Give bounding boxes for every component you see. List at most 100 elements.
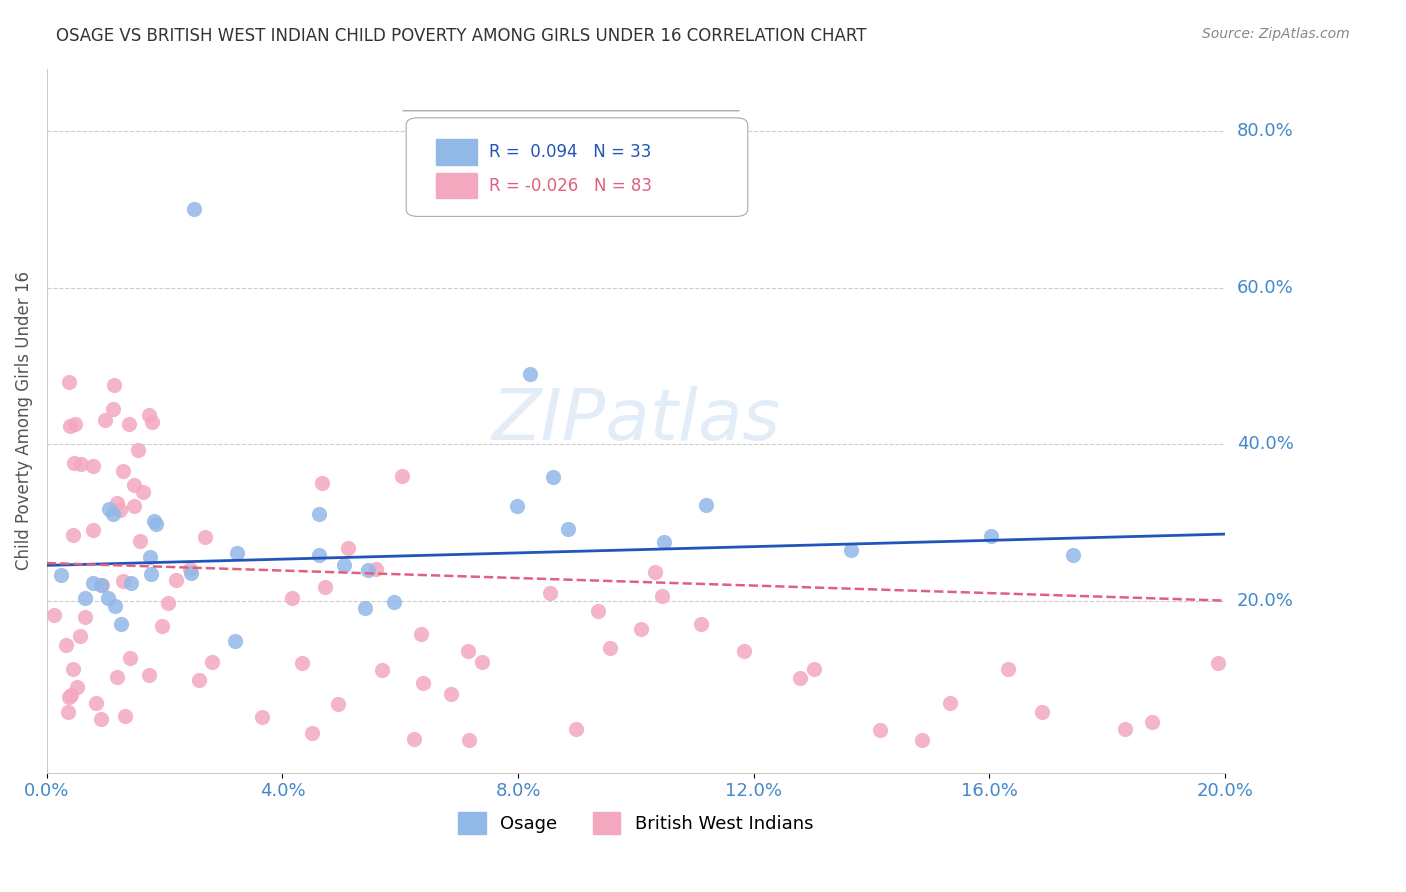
Point — [1206, 656, 1229, 670]
Point — [250, 710, 273, 724]
Point — [869, 723, 891, 738]
Text: OSAGE VS BRITISH WEST INDIAN CHILD POVERTY AMONG GIRLS UNDER 16 CORRELATION CHAR: OSAGE VS BRITISH WEST INDIAN CHILD POVER… — [56, 27, 866, 45]
Point — [409, 627, 432, 641]
Point — [104, 599, 127, 614]
Point — [337, 541, 360, 555]
Point — [94, 413, 117, 427]
Point — [42, 607, 65, 622]
Point — [939, 696, 962, 710]
Point — [111, 464, 134, 478]
Point — [314, 581, 336, 595]
Point — [226, 546, 249, 560]
Point — [103, 377, 125, 392]
Point — [122, 500, 145, 514]
Point — [543, 470, 565, 484]
Point — [90, 577, 112, 591]
Point — [311, 476, 333, 491]
Point — [62, 457, 84, 471]
Point — [652, 534, 675, 549]
Point — [138, 549, 160, 564]
Text: ZIPatlas: ZIPatlas — [491, 386, 780, 455]
Text: 80.0%: 80.0% — [1237, 122, 1294, 140]
Point — [73, 591, 96, 606]
Point — [63, 417, 86, 432]
Point — [382, 594, 405, 608]
Point — [90, 712, 112, 726]
Point — [457, 733, 479, 747]
Point — [839, 543, 862, 558]
Point — [404, 732, 426, 747]
Text: Source: ZipAtlas.com: Source: ZipAtlas.com — [1202, 27, 1350, 41]
Point — [538, 586, 561, 600]
Point — [519, 367, 541, 381]
Point — [201, 655, 224, 669]
Point — [84, 696, 107, 710]
Point — [98, 501, 121, 516]
Point — [506, 500, 529, 514]
Point — [82, 524, 104, 538]
Point — [101, 401, 124, 416]
Point — [180, 566, 202, 580]
Point — [118, 417, 141, 431]
Point — [69, 629, 91, 643]
Point — [105, 670, 128, 684]
Point — [143, 514, 166, 528]
Point — [471, 655, 494, 669]
Point — [911, 733, 934, 747]
Point — [51, 568, 73, 582]
Point — [118, 651, 141, 665]
Point — [1031, 705, 1053, 719]
Point — [138, 408, 160, 422]
Point — [332, 558, 354, 573]
Point — [281, 591, 304, 606]
Point — [440, 687, 463, 701]
Point — [127, 443, 149, 458]
Point — [689, 617, 711, 632]
Point — [97, 591, 120, 605]
Point — [82, 458, 104, 473]
Point — [364, 562, 387, 576]
Point — [997, 662, 1019, 676]
Point — [132, 485, 155, 500]
Point — [110, 502, 132, 516]
Point — [179, 562, 201, 576]
Text: R =  0.094   N = 33: R = 0.094 N = 33 — [489, 143, 651, 161]
Text: R = -0.026   N = 83: R = -0.026 N = 83 — [489, 177, 651, 194]
Point — [789, 671, 811, 685]
Point — [73, 610, 96, 624]
Text: 20.0%: 20.0% — [1237, 591, 1294, 609]
Point — [630, 622, 652, 636]
Point — [165, 573, 187, 587]
Point — [114, 709, 136, 723]
Point — [308, 508, 330, 522]
Point — [58, 376, 80, 390]
Point — [141, 415, 163, 429]
Point — [457, 644, 479, 658]
Point — [55, 638, 77, 652]
Point — [145, 517, 167, 532]
Point — [110, 617, 132, 632]
Point — [141, 567, 163, 582]
Point — [224, 634, 246, 648]
Point — [58, 419, 80, 434]
Point — [357, 563, 380, 577]
Point — [1114, 723, 1136, 737]
Legend: Osage, British West Indians: Osage, British West Indians — [458, 812, 813, 834]
Point — [111, 574, 134, 589]
Y-axis label: Child Poverty Among Girls Under 16: Child Poverty Among Girls Under 16 — [15, 271, 32, 570]
Point — [371, 663, 394, 677]
Point — [62, 662, 84, 676]
Text: 60.0%: 60.0% — [1237, 278, 1294, 297]
Bar — [436, 173, 477, 198]
Point — [101, 507, 124, 521]
Point — [326, 698, 349, 712]
Point — [187, 673, 209, 687]
Point — [651, 589, 673, 603]
Point — [129, 533, 152, 548]
Point — [105, 496, 128, 510]
Point — [308, 548, 330, 562]
Bar — [436, 139, 477, 165]
FancyBboxPatch shape — [406, 118, 748, 217]
Point — [150, 618, 173, 632]
Point — [980, 529, 1002, 543]
